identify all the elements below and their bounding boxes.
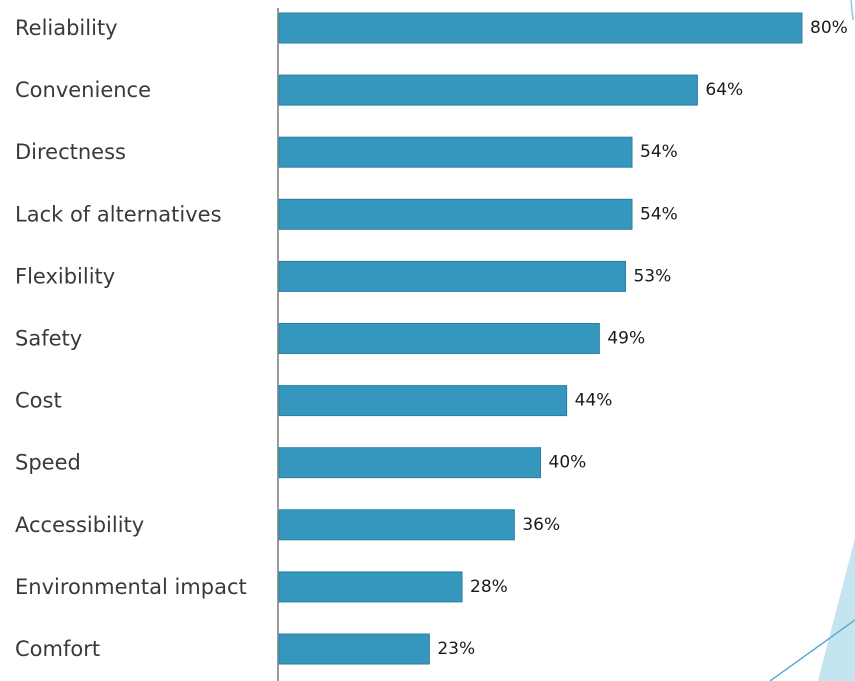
category-label-cost: Cost — [15, 389, 62, 413]
value-label-group: 80% 64% 54% 54% 53% 49% 44% 40% 36% 28% 23% — [437, 18, 847, 659]
category-label-comfort: Comfort — [15, 637, 100, 661]
bar-lack-of-alternatives — [278, 198, 633, 230]
corner-decoration-top-line — [850, 0, 854, 21]
bar-safety — [278, 323, 600, 354]
bar-environmental-impact — [278, 571, 463, 603]
value-label-flexibility: 53% — [633, 266, 671, 286]
bar-group — [278, 12, 803, 665]
category-label-lack-of-alternatives: Lack of alternatives — [15, 202, 222, 226]
corner-decoration-line — [769, 619, 855, 681]
category-label-flexibility: Flexibility — [15, 264, 115, 288]
category-label-speed: Speed — [15, 451, 81, 475]
bar-directness — [278, 136, 633, 168]
value-label-cost: 44% — [575, 391, 613, 411]
category-label-environmental-impact: Environmental impact — [15, 575, 247, 599]
bar-cost — [278, 385, 568, 417]
category-label-reliability: Reliability — [15, 16, 118, 40]
category-label-group: Reliability Convenience Directness Lack of … — [15, 16, 247, 661]
bar-comfort — [278, 633, 430, 665]
category-label-safety: Safety — [15, 327, 82, 351]
value-label-convenience: 64% — [705, 80, 743, 100]
value-label-lack-of-alternatives: 54% — [640, 204, 678, 224]
bar-flexibility — [278, 260, 626, 292]
value-label-speed: 40% — [549, 453, 587, 473]
value-label-safety: 49% — [607, 329, 645, 349]
category-label-accessibility: Accessibility — [15, 513, 144, 537]
category-label-convenience: Convenience — [15, 78, 151, 102]
value-label-accessibility: 36% — [522, 515, 560, 535]
bar-speed — [278, 447, 541, 479]
bar-reliability — [278, 12, 803, 44]
value-label-comfort: 23% — [437, 639, 475, 659]
bar-accessibility — [278, 509, 515, 541]
category-label-directness: Directness — [15, 140, 126, 164]
value-label-reliability: 80% — [810, 18, 848, 38]
bar-convenience — [278, 74, 698, 106]
value-label-directness: 54% — [640, 142, 678, 162]
corner-decoration — [769, 0, 855, 681]
corner-decoration-triangle — [818, 538, 855, 681]
value-label-environmental-impact: 28% — [470, 577, 508, 597]
